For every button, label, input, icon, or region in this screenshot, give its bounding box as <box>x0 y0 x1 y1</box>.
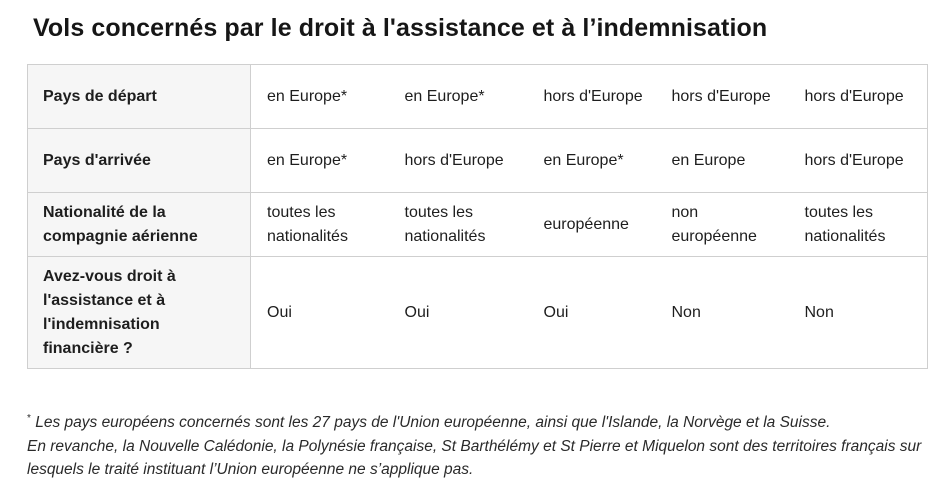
table-row-departure-country: Pays de départ en Europe* en Europe* hor… <box>27 64 928 129</box>
row-header: Nationalité de la compagnie aérienne <box>27 192 251 257</box>
footnote-line-2: En revanche, la Nouvelle Calédonie, la P… <box>27 437 922 479</box>
table-cell: toutes les nationalités <box>250 192 389 257</box>
footnote-marker: * <box>27 413 31 424</box>
table-cell: hors d'Europe <box>788 64 928 129</box>
table-cell: hors d'Europe <box>527 64 656 129</box>
table-row-arrival-country: Pays d'arrivée en Europe* hors d'Europe … <box>27 128 928 193</box>
table-cell: Oui <box>388 256 528 369</box>
row-header: Pays de départ <box>27 64 251 129</box>
table-cell: hors d'Europe <box>655 64 789 129</box>
row-header: Avez-vous droit à l'assistance et à l'in… <box>27 256 251 369</box>
table-cell: Oui <box>527 256 656 369</box>
table-cell: en Europe* <box>250 64 389 129</box>
page-title: Vols concernés par le droit à l'assistan… <box>33 14 768 42</box>
row-header: Pays d'arrivée <box>27 128 251 193</box>
table-row-airline-nationality: Nationalité de la compagnie aérienne tou… <box>27 192 928 257</box>
table-cell: toutes les nationalités <box>788 192 928 257</box>
footnote-text-1: Les pays européens concernés sont les 27… <box>35 414 831 431</box>
eligibility-table: Pays de départ en Europe* en Europe* hor… <box>27 64 928 369</box>
table-row-entitlement: Avez-vous droit à l'assistance et à l'in… <box>27 256 928 369</box>
table-cell: en Europe* <box>388 64 528 129</box>
table-cell: hors d'Europe <box>388 128 528 193</box>
table-cell: non européenne <box>655 192 789 257</box>
table-cell: européenne <box>527 192 656 257</box>
table-cell: en Europe* <box>250 128 389 193</box>
table-cell: en Europe* <box>527 128 656 193</box>
table-cell: Non <box>788 256 928 369</box>
table-cell: hors d'Europe <box>788 128 928 193</box>
table-cell: Non <box>655 256 789 369</box>
table-cell: toutes les nationalités <box>388 192 528 257</box>
table-cell: Oui <box>250 256 389 369</box>
footnote: * Les pays européens concernés sont les … <box>27 411 927 482</box>
footnote-line-1: * Les pays européens concernés sont les … <box>27 411 927 435</box>
table-cell: en Europe <box>655 128 789 193</box>
